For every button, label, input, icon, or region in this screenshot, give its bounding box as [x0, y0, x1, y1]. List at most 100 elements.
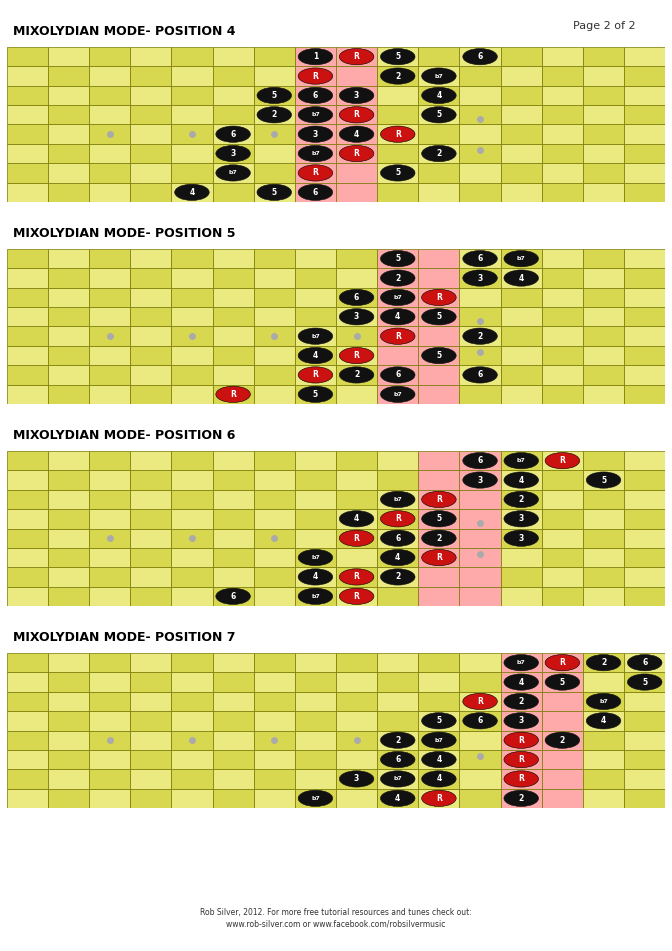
Text: R: R [518, 736, 524, 745]
Bar [624, 183, 665, 202]
Bar [48, 451, 89, 471]
Circle shape [463, 693, 497, 709]
Bar [583, 249, 624, 268]
Text: 3: 3 [519, 514, 524, 523]
Circle shape [421, 309, 456, 325]
Bar [295, 144, 336, 164]
Bar [7, 509, 48, 529]
Bar [48, 691, 89, 711]
Circle shape [339, 771, 374, 787]
Bar [7, 288, 48, 307]
Text: Rob Silver, 2012. For more free tutorial resources and tunes check out:: Rob Silver, 2012. For more free tutorial… [200, 907, 472, 917]
Bar [171, 672, 212, 691]
Circle shape [504, 751, 538, 767]
Bar [7, 529, 48, 548]
Bar [130, 750, 171, 769]
Bar [7, 125, 48, 144]
Circle shape [545, 654, 580, 670]
Bar [460, 567, 501, 587]
Bar [7, 268, 48, 288]
Bar [583, 164, 624, 183]
Bar [418, 672, 460, 691]
Bar [295, 288, 336, 307]
Bar [542, 67, 583, 86]
Bar [212, 249, 253, 268]
Bar [377, 125, 418, 144]
Bar [460, 509, 501, 529]
Circle shape [380, 771, 415, 787]
Bar [7, 326, 48, 346]
Text: R: R [312, 371, 319, 379]
Circle shape [298, 569, 333, 585]
Circle shape [339, 530, 374, 546]
Bar [253, 249, 295, 268]
Bar [212, 326, 253, 346]
Bar [253, 384, 295, 404]
Bar [48, 567, 89, 587]
Circle shape [586, 693, 621, 709]
Bar [624, 365, 665, 384]
Bar [377, 730, 418, 750]
Bar [583, 144, 624, 164]
Bar [253, 587, 295, 606]
Bar [460, 490, 501, 509]
Bar [130, 67, 171, 86]
Bar [130, 346, 171, 365]
Bar [583, 567, 624, 587]
Text: 5: 5 [271, 91, 277, 100]
Bar [542, 509, 583, 529]
Bar [253, 672, 295, 691]
Bar [624, 672, 665, 691]
Circle shape [339, 87, 374, 104]
Text: 6: 6 [354, 293, 360, 301]
Bar [130, 307, 171, 326]
Circle shape [339, 146, 374, 162]
Bar [295, 750, 336, 769]
Text: R: R [436, 553, 442, 562]
Bar [253, 730, 295, 750]
Bar [295, 587, 336, 606]
Bar [501, 106, 542, 125]
Bar [460, 86, 501, 106]
Bar [212, 509, 253, 529]
Bar [501, 691, 542, 711]
Bar [48, 529, 89, 548]
Bar [336, 788, 377, 808]
Bar [48, 548, 89, 567]
Bar [89, 548, 130, 567]
Circle shape [339, 569, 374, 585]
Bar [336, 326, 377, 346]
Bar [583, 509, 624, 529]
Bar [624, 106, 665, 125]
Bar [624, 451, 665, 471]
Bar [212, 490, 253, 509]
Bar [336, 672, 377, 691]
Bar [130, 47, 171, 67]
Text: 5: 5 [395, 52, 401, 61]
Text: b7: b7 [393, 295, 402, 300]
Bar [460, 288, 501, 307]
Bar [171, 750, 212, 769]
Bar [460, 67, 501, 86]
Circle shape [380, 250, 415, 267]
Text: 4: 4 [395, 794, 401, 803]
Bar [212, 471, 253, 490]
Bar [212, 86, 253, 106]
Circle shape [298, 347, 333, 363]
Bar [418, 587, 460, 606]
Bar [130, 567, 171, 587]
Circle shape [504, 712, 538, 729]
Bar [377, 691, 418, 711]
Circle shape [339, 511, 374, 527]
Bar [48, 769, 89, 788]
Bar [460, 587, 501, 606]
Text: 5: 5 [436, 110, 442, 119]
Bar [212, 730, 253, 750]
Bar [89, 307, 130, 326]
Bar [295, 548, 336, 567]
Bar [89, 529, 130, 548]
Circle shape [380, 530, 415, 546]
Bar [377, 365, 418, 384]
Circle shape [380, 569, 415, 585]
Circle shape [586, 472, 621, 488]
